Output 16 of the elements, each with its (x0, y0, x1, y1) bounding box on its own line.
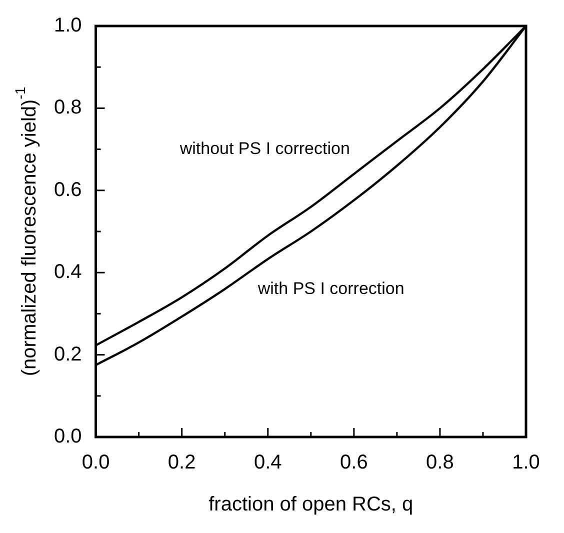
y-tick-label: 0.4 (54, 261, 82, 284)
x-tick-label: 0.0 (82, 452, 110, 474)
series-label: with PS I correction (256, 279, 404, 298)
x-tick-label: 1.0 (512, 452, 540, 474)
y-axis-title: (normalized fluorescence yield)-1 (12, 86, 41, 376)
y-tick-label: 0.8 (54, 96, 82, 119)
series-label: without PS I correction (178, 139, 350, 158)
x-tick-label: 0.8 (426, 452, 454, 474)
y-tick-label: 1.0 (54, 14, 82, 37)
x-tick-label: 0.6 (340, 452, 368, 474)
x-axis-title: fraction of open RCs, q (208, 494, 414, 516)
y-tick-label: 0.0 (54, 426, 82, 448)
x-tick-label: 0.4 (254, 452, 282, 474)
y-tick-label: 0.2 (54, 343, 82, 366)
x-tick-label: 0.2 (168, 452, 196, 474)
y-tick-label: 0.6 (54, 178, 82, 201)
